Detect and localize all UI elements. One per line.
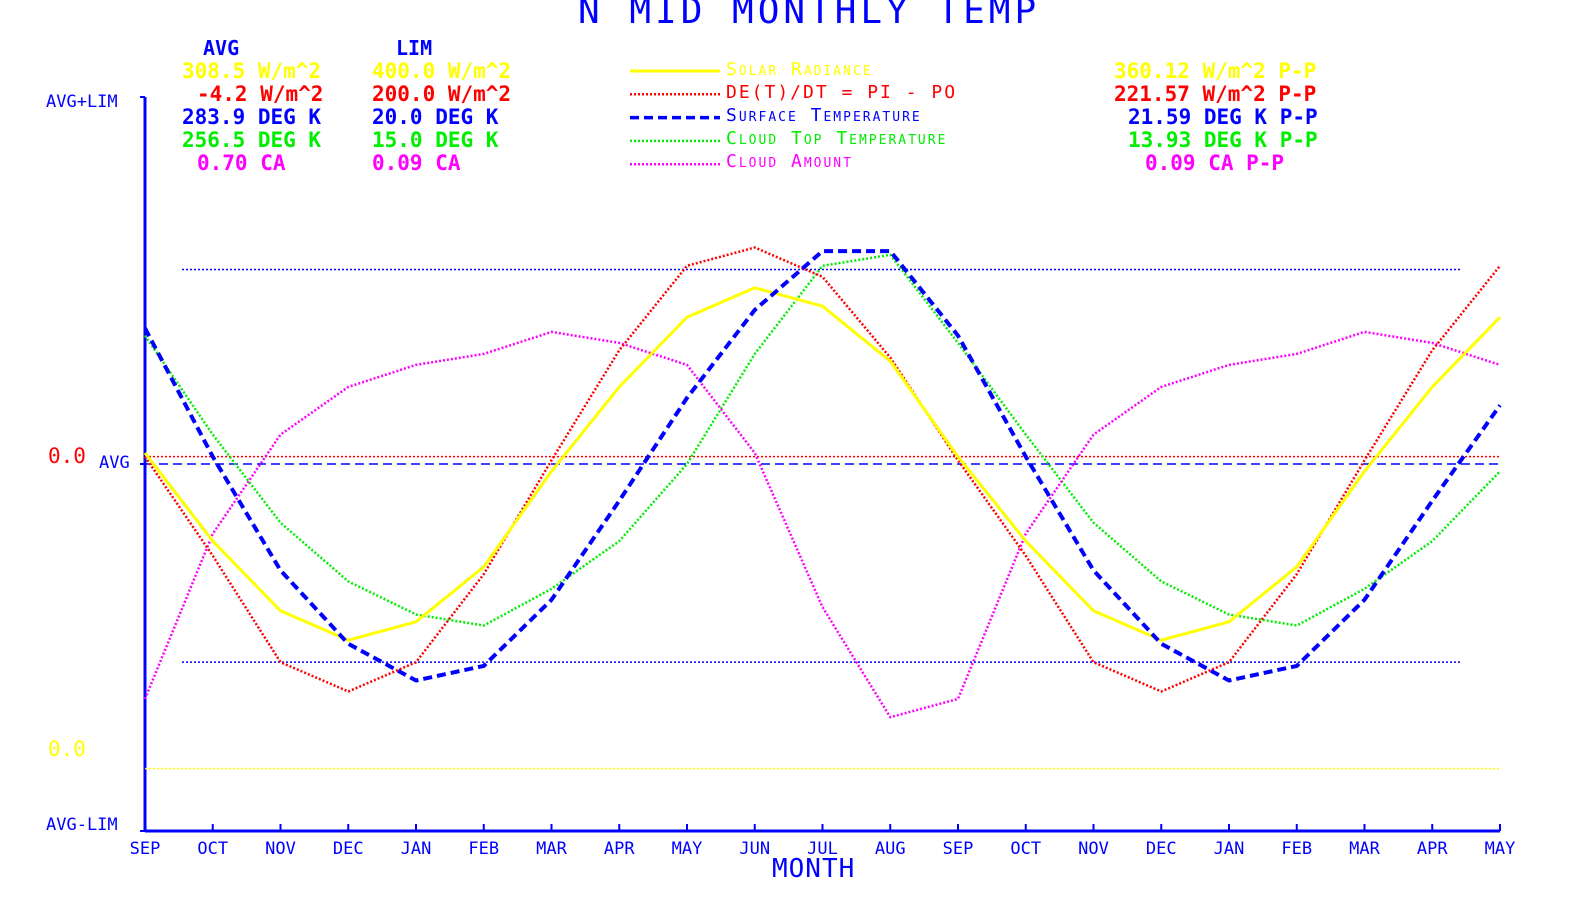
x-tick-label: OCT — [1010, 839, 1041, 859]
x-tick-label: MAR — [1349, 839, 1380, 859]
x-tick-label: NOV — [265, 839, 296, 859]
header-lim-label: LIM — [396, 36, 433, 60]
legend-name-flux: DE(T)/DT = PI - PO — [726, 82, 958, 103]
x-tick-label: OCT — [197, 839, 228, 859]
x-tick-label: MAR — [536, 839, 567, 859]
legend-name-cloudamt: Cloud Amount — [726, 151, 853, 172]
legend-lim-cloudtop: 15.0 DEG K — [372, 128, 499, 152]
x-tick-label: FEB — [468, 839, 499, 859]
legend-avg-flux: -4.2 W/m^2 — [197, 82, 324, 106]
x-tick-label: SEP — [943, 839, 974, 859]
legend-avg-cloudtop: 256.5 DEG K — [182, 128, 322, 152]
series-lines — [143, 246, 1502, 719]
legend-name-cloudtop: Cloud Top Temperature — [726, 128, 948, 149]
series-line — [143, 286, 1502, 642]
x-tick-label: SEP — [130, 839, 161, 859]
x-tick-label: AUG — [875, 839, 906, 859]
x-tick-label: NOV — [1078, 839, 1109, 859]
x-tick-label: JAN — [401, 839, 432, 859]
chart-title: N MID MONTHLY TEMP — [578, 0, 1041, 32]
legend-lim-solar: 400.0 W/m^2 — [372, 59, 512, 83]
x-tick-label: JAN — [1214, 839, 1245, 859]
legend-pp-surface: 21.59 DEG K P-P — [1128, 105, 1318, 129]
legend-avg-surface: 283.9 DEG K — [182, 105, 322, 129]
y-label-zero-yellow: 0.0 — [48, 737, 86, 761]
legend-name-surface: Surface Temperature — [726, 105, 922, 126]
series-line — [143, 253, 1501, 627]
legend-lim-cloudamt: 0.09 CA — [372, 151, 461, 175]
x-tick-label: APR — [1417, 839, 1448, 859]
x-tick-label: JUN — [739, 839, 770, 859]
series-line — [143, 330, 1501, 719]
x-tick-label: JUL — [807, 839, 838, 859]
legend-pp-cloudamt: 0.09 CA P-P — [1145, 151, 1285, 175]
x-ticks: SEP OCT NOV DEC JAN FEB MAR APR MAY JUN JUL AUG SEP O… — [130, 824, 1516, 859]
header-avg-label: AVG — [203, 36, 240, 60]
x-tick-label: APR — [604, 839, 635, 859]
legend-pp-flux: 221.57 W/m^2 P-P — [1114, 82, 1317, 106]
x-axis-label: MONTH — [772, 854, 856, 884]
y-label-top: AVG+LIM — [46, 92, 118, 112]
x-tick-label: MAY — [1485, 839, 1516, 859]
legend-avg-cloudamt: 0.70 CA — [197, 151, 286, 175]
series-line — [143, 246, 1501, 693]
y-label-bottom: AVG-LIM — [46, 815, 118, 835]
legend-pp-solar: 360.12 W/m^2 P-P — [1114, 59, 1317, 83]
x-tick-label: DEC — [1146, 839, 1177, 859]
reference-lines — [145, 268, 1500, 770]
x-tick-label: DEC — [333, 839, 364, 859]
legend-lim-surface: 20.0 DEG K — [372, 105, 499, 129]
x-tick-label: MAY — [672, 839, 703, 859]
legend-lim-flux: 200.0 W/m^2 — [372, 82, 512, 106]
legend-swatches — [630, 69, 720, 166]
legend-name-solar: Solar Radiance — [726, 59, 873, 80]
series-line — [143, 249, 1502, 683]
y-label-mid: AVG — [99, 453, 130, 473]
y-label-zero-red: 0.0 — [48, 444, 86, 468]
legend-pp-cloudtop: 13.93 DEG K P-P — [1128, 128, 1318, 152]
legend-avg-solar: 308.5 W/m^2 — [182, 59, 322, 83]
x-tick-label: FEB — [1281, 839, 1312, 859]
